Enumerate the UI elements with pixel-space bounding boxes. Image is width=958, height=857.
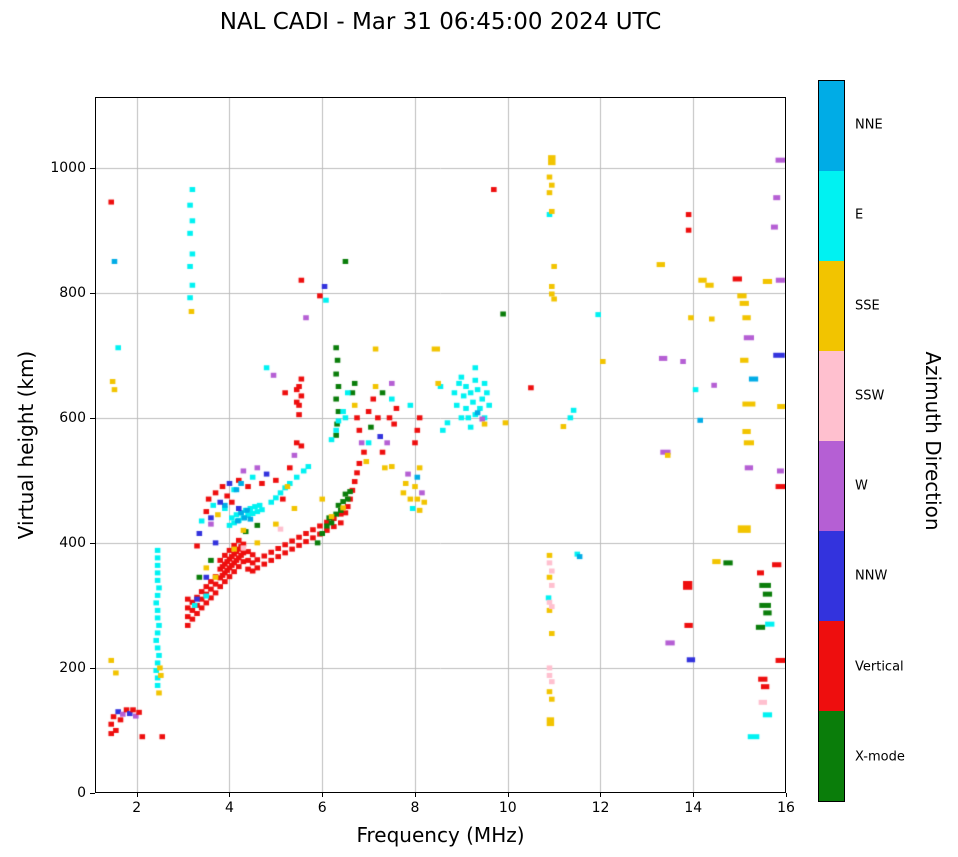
- y-tick-label: 400: [59, 534, 86, 551]
- colorbar-segment-e: [819, 171, 844, 261]
- colorbar-segment-nne: [819, 81, 844, 171]
- y-tick-mark: [90, 667, 95, 669]
- x-tick-label: 8: [410, 800, 420, 816]
- x-tick-mark: [507, 793, 509, 797]
- x-tick-label: 16: [777, 800, 795, 816]
- x-tick-mark: [786, 793, 787, 797]
- x-tick-label: 14: [684, 800, 703, 816]
- plot-area: [95, 97, 786, 793]
- y-tick-label: 800: [59, 284, 86, 301]
- y-tick-mark: [90, 292, 95, 294]
- colorbar-tick-label: E: [855, 207, 864, 223]
- x-tick-mark: [322, 793, 324, 797]
- x-tick-mark: [693, 793, 695, 797]
- x-tick-mark: [229, 793, 231, 797]
- colorbar-tick-label: Vertical: [855, 659, 904, 675]
- colorbar-segment-ssw: [819, 351, 844, 441]
- y-axis-label: Virtual height (km): [14, 350, 38, 540]
- ionogram-plot-canvas: [95, 97, 786, 793]
- x-tick-label: 2: [132, 800, 142, 816]
- colorbar-segment-sse: [819, 261, 844, 351]
- colorbar-tick-label: SSE: [855, 298, 880, 314]
- x-axis-label: Frequency (MHz): [356, 823, 525, 847]
- colorbar-tick-label: W: [855, 478, 868, 494]
- colorbar-tick-label: SSW: [855, 388, 885, 404]
- x-tick-label: 12: [591, 800, 610, 816]
- x-tick-label: 10: [498, 800, 517, 816]
- colorbar-segment-x-mode: [819, 711, 844, 801]
- colorbar: [818, 80, 845, 802]
- x-tick-mark: [136, 793, 138, 797]
- y-tick-label: 1000: [50, 159, 86, 176]
- y-tick-label: 0: [77, 785, 86, 801]
- colorbar-segment-nnw: [819, 531, 844, 621]
- y-tick-mark: [90, 793, 95, 794]
- colorbar-segment-vertical: [819, 621, 844, 711]
- x-tick-mark: [414, 793, 416, 797]
- y-tick-label: 600: [59, 409, 86, 426]
- x-tick-label: 4: [225, 800, 234, 816]
- colorbar-tick-label: NNW: [855, 568, 888, 584]
- colorbar-tick-label: X-mode: [855, 749, 905, 765]
- y-tick-mark: [90, 417, 95, 419]
- colorbar-segment-w: [819, 441, 844, 531]
- x-tick-mark: [600, 793, 602, 797]
- chart-title: NAL CADI - Mar 31 06:45:00 2024 UTC: [219, 9, 662, 35]
- y-tick-label: 200: [59, 659, 86, 676]
- y-tick-mark: [90, 542, 95, 544]
- y-tick-mark: [90, 167, 95, 169]
- colorbar-tick-label: NNE: [855, 117, 883, 133]
- colorbar-title: Azimuth Direction: [921, 351, 945, 531]
- x-tick-label: 6: [317, 800, 327, 816]
